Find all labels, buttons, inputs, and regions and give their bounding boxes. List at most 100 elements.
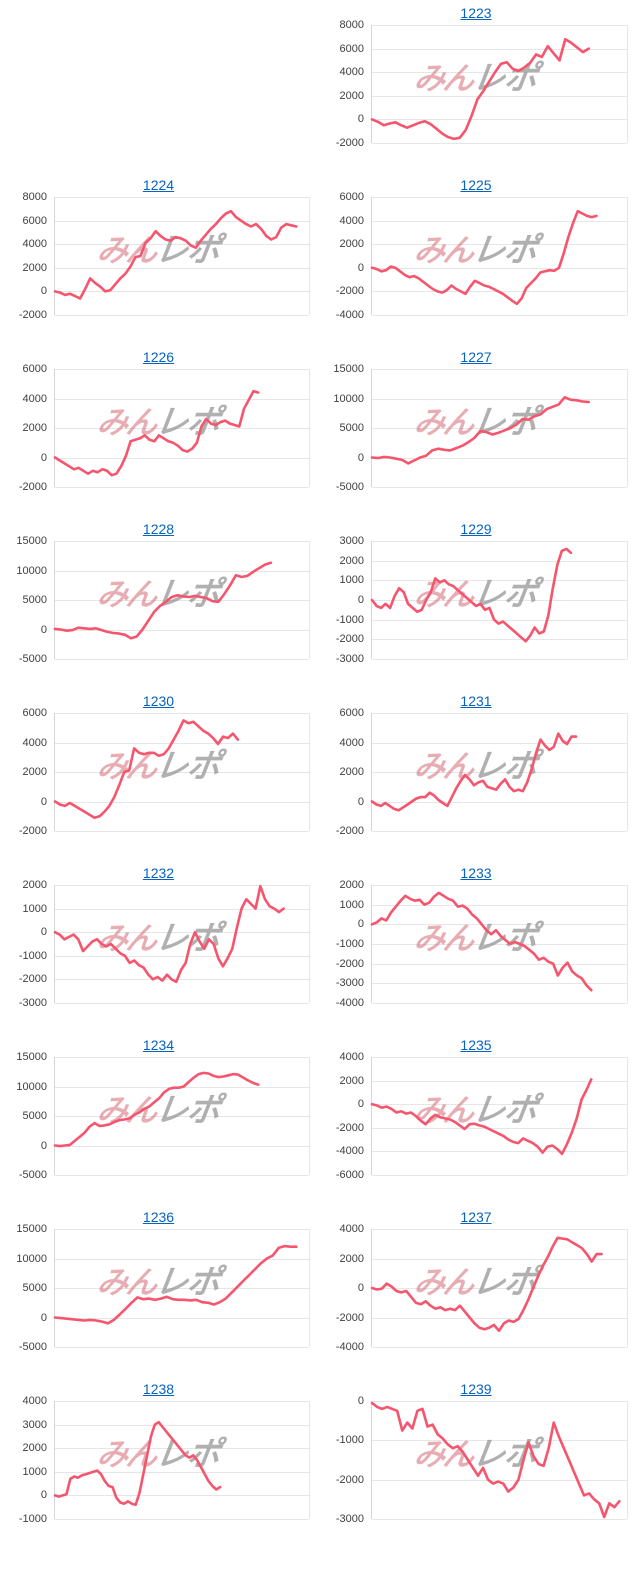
plot-row: 0 -1000 -2000 -3000 みんレポ <box>317 1395 635 1525</box>
gridline <box>372 1401 627 1402</box>
gridline <box>55 659 309 660</box>
chart-title: 1229 <box>317 520 635 541</box>
line-series <box>53 1244 298 1325</box>
y-tick-label: 2000 <box>339 766 364 778</box>
line-series-svg <box>53 1071 260 1148</box>
gridline <box>372 772 627 773</box>
chart-title-link[interactable]: 1229 <box>460 521 492 537</box>
line-series-svg <box>370 547 573 643</box>
chart-title-link[interactable]: 1223 <box>460 5 492 21</box>
gridline <box>55 267 309 269</box>
chart-title: 1232 <box>0 864 317 885</box>
chart-title-link[interactable]: 1233 <box>460 865 492 881</box>
gridline <box>55 979 309 981</box>
line-series <box>53 209 298 300</box>
y-tick-label: 1000 <box>339 898 364 911</box>
chart-title-link[interactable]: 1232 <box>142 865 175 881</box>
chart-panel-1229: 1229 3000 2000 1000 0 -1000 -2000 -3000 みんレポ <box>317 520 635 692</box>
gridline <box>55 1519 309 1520</box>
line-series <box>370 37 591 141</box>
gridline <box>372 885 627 886</box>
gridline <box>372 1258 627 1260</box>
chart-title-link[interactable]: 1236 <box>142 1209 175 1225</box>
plot-row: 15000 10000 5000 0 -5000 みんレポ <box>317 363 635 493</box>
chart-panel-1239: 1239 0 -1000 -2000 -3000 みんレポ <box>317 1380 635 1552</box>
line-series-svg <box>370 891 593 992</box>
gridline <box>55 244 309 246</box>
gridline <box>55 932 309 934</box>
y-axis-labels: 6000 4000 2000 0 -2000 <box>0 363 54 493</box>
gridline <box>55 541 309 542</box>
y-tick-label: 1000 <box>22 902 47 915</box>
y-tick-label: 6000 <box>22 214 47 227</box>
chart-title-link[interactable]: 1230 <box>142 693 175 709</box>
y-tick-label: 0 <box>40 1139 47 1152</box>
chart-panel-1234: 1234 15000 10000 5000 0 -5000 みんレポ <box>0 1036 317 1208</box>
gridline <box>372 560 627 562</box>
chart-title-link[interactable]: 1238 <box>142 1381 175 1397</box>
y-tick-label: -1000 <box>18 949 47 962</box>
gridline <box>55 220 309 222</box>
y-tick-label: 0 <box>357 113 364 126</box>
gridline <box>372 143 627 144</box>
y-tick-label: -2000 <box>335 1473 364 1486</box>
y-tick-label: 6000 <box>22 363 47 375</box>
chart-title-link[interactable]: 1239 <box>460 1381 492 1397</box>
chart-title-link[interactable]: 1224 <box>142 177 175 193</box>
chart-title: 1234 <box>0 1036 317 1057</box>
y-tick-label: -2000 <box>18 973 47 986</box>
chart-title: 1226 <box>0 348 317 369</box>
chart-title: 1228 <box>0 520 317 541</box>
y-tick-label: 0 <box>357 261 364 274</box>
plot-area: みんレポ <box>370 885 628 1004</box>
chart-title-link[interactable]: 1237 <box>460 1209 492 1225</box>
chart-title-link[interactable]: 1226 <box>142 349 175 365</box>
gridline <box>372 1057 627 1058</box>
plot-row: 6000 4000 2000 0 -2000 みんレポ <box>317 707 635 837</box>
gridline <box>55 1471 309 1473</box>
plot-area: みんレポ <box>370 541 628 660</box>
y-tick-label: -2000 <box>335 825 364 837</box>
chart-title-link[interactable]: 1225 <box>460 177 492 193</box>
line-series-svg <box>53 561 273 640</box>
gridline <box>55 1229 309 1230</box>
y-tick-label: 0 <box>357 918 364 931</box>
y-tick-label: 2000 <box>339 89 364 102</box>
y-axis-labels: 3000 2000 1000 0 -1000 -2000 -3000 <box>317 535 371 665</box>
line-series <box>370 1078 593 1156</box>
y-tick-label: 1000 <box>22 1465 47 1478</box>
y-tick-label: -2000 <box>335 1121 364 1134</box>
plot-area: みんレポ <box>53 1229 310 1348</box>
y-tick-label: 6000 <box>339 191 364 203</box>
y-axis-labels: 0 -1000 -2000 -3000 <box>317 1395 371 1525</box>
y-tick-label: 0 <box>40 1311 47 1324</box>
y-axis-labels: 8000 6000 4000 2000 0 -2000 <box>317 19 371 149</box>
y-tick-label: 0 <box>40 926 47 939</box>
y-tick-label: -3000 <box>18 997 47 1009</box>
y-tick-label: 10000 <box>16 1080 47 1093</box>
gridline <box>55 291 309 293</box>
chart-title-link[interactable]: 1231 <box>460 693 492 709</box>
gridline <box>372 1479 627 1481</box>
gridline <box>372 457 627 459</box>
chart-title-link[interactable]: 1227 <box>460 349 492 365</box>
chart-title-link[interactable]: 1228 <box>142 521 175 537</box>
line-series <box>370 547 573 643</box>
plot-area: みんレポ <box>53 713 310 832</box>
chart-title: 1227 <box>317 348 635 369</box>
y-tick-label: 3000 <box>339 535 364 547</box>
gridline <box>372 831 627 832</box>
y-tick-label: 6000 <box>22 707 47 719</box>
gridline <box>55 713 309 714</box>
chart-panel-1224: 1224 8000 6000 4000 2000 0 -2000 みんレポ <box>0 176 317 348</box>
plot-area: みんレポ <box>370 369 628 488</box>
gridline <box>55 1175 309 1176</box>
plot-area: みんレポ <box>370 713 628 832</box>
chart-title-link[interactable]: 1235 <box>460 1037 492 1053</box>
chart-title-link[interactable]: 1234 <box>142 1037 175 1053</box>
gridline <box>55 1495 309 1497</box>
y-tick-label: 0 <box>357 795 364 808</box>
y-tick-label: -5000 <box>18 653 47 665</box>
gridline <box>55 1401 309 1402</box>
